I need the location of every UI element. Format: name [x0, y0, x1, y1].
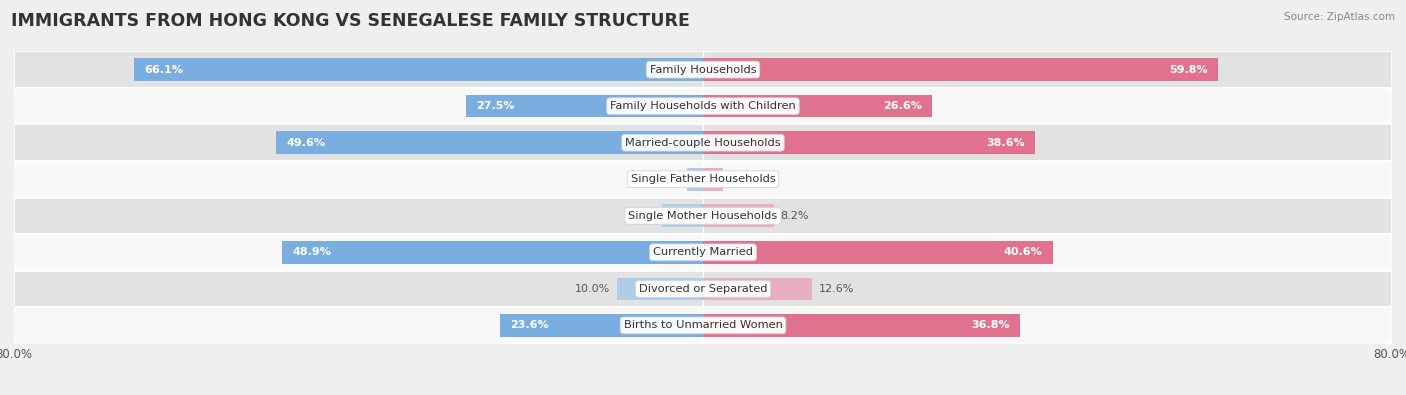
Text: Single Father Households: Single Father Households [631, 174, 775, 184]
Bar [14, 234, 1392, 271]
Bar [688, 168, 703, 190]
Text: 12.6%: 12.6% [818, 284, 853, 294]
Text: 38.6%: 38.6% [987, 138, 1025, 148]
Text: 40.6%: 40.6% [1004, 247, 1042, 257]
Bar [276, 132, 703, 154]
Text: Currently Married: Currently Married [652, 247, 754, 257]
Text: Single Mother Households: Single Mother Households [628, 211, 778, 221]
Bar [134, 58, 703, 81]
Bar [14, 161, 1392, 198]
Text: 36.8%: 36.8% [972, 320, 1010, 330]
Text: 49.6%: 49.6% [287, 138, 325, 148]
Text: Divorced or Separated: Divorced or Separated [638, 284, 768, 294]
Bar [617, 278, 703, 300]
Text: 23.6%: 23.6% [510, 320, 548, 330]
Text: 27.5%: 27.5% [477, 101, 515, 111]
Bar [14, 198, 1392, 234]
Text: 59.8%: 59.8% [1168, 65, 1208, 75]
Text: Married-couple Households: Married-couple Households [626, 138, 780, 148]
Bar [703, 95, 932, 117]
Text: 1.8%: 1.8% [652, 174, 681, 184]
Text: 66.1%: 66.1% [143, 65, 183, 75]
Text: 8.2%: 8.2% [780, 211, 808, 221]
Text: Family Households: Family Households [650, 65, 756, 75]
Text: 26.6%: 26.6% [883, 101, 922, 111]
Text: 2.3%: 2.3% [730, 174, 758, 184]
Text: IMMIGRANTS FROM HONG KONG VS SENEGALESE FAMILY STRUCTURE: IMMIGRANTS FROM HONG KONG VS SENEGALESE … [11, 12, 690, 30]
Bar [281, 241, 703, 263]
Bar [662, 205, 703, 227]
Bar [703, 241, 1053, 263]
Bar [703, 278, 811, 300]
Bar [703, 168, 723, 190]
Text: 10.0%: 10.0% [575, 284, 610, 294]
Text: Source: ZipAtlas.com: Source: ZipAtlas.com [1284, 12, 1395, 22]
Text: 4.8%: 4.8% [626, 211, 655, 221]
Bar [703, 58, 1218, 81]
Bar [14, 271, 1392, 307]
Bar [703, 314, 1019, 337]
Bar [467, 95, 703, 117]
Bar [499, 314, 703, 337]
Bar [14, 124, 1392, 161]
Bar [14, 307, 1392, 344]
Bar [14, 88, 1392, 124]
Bar [703, 132, 1035, 154]
Bar [14, 51, 1392, 88]
Bar [703, 205, 773, 227]
Text: Births to Unmarried Women: Births to Unmarried Women [624, 320, 782, 330]
Text: Family Households with Children: Family Households with Children [610, 101, 796, 111]
Text: 48.9%: 48.9% [292, 247, 330, 257]
